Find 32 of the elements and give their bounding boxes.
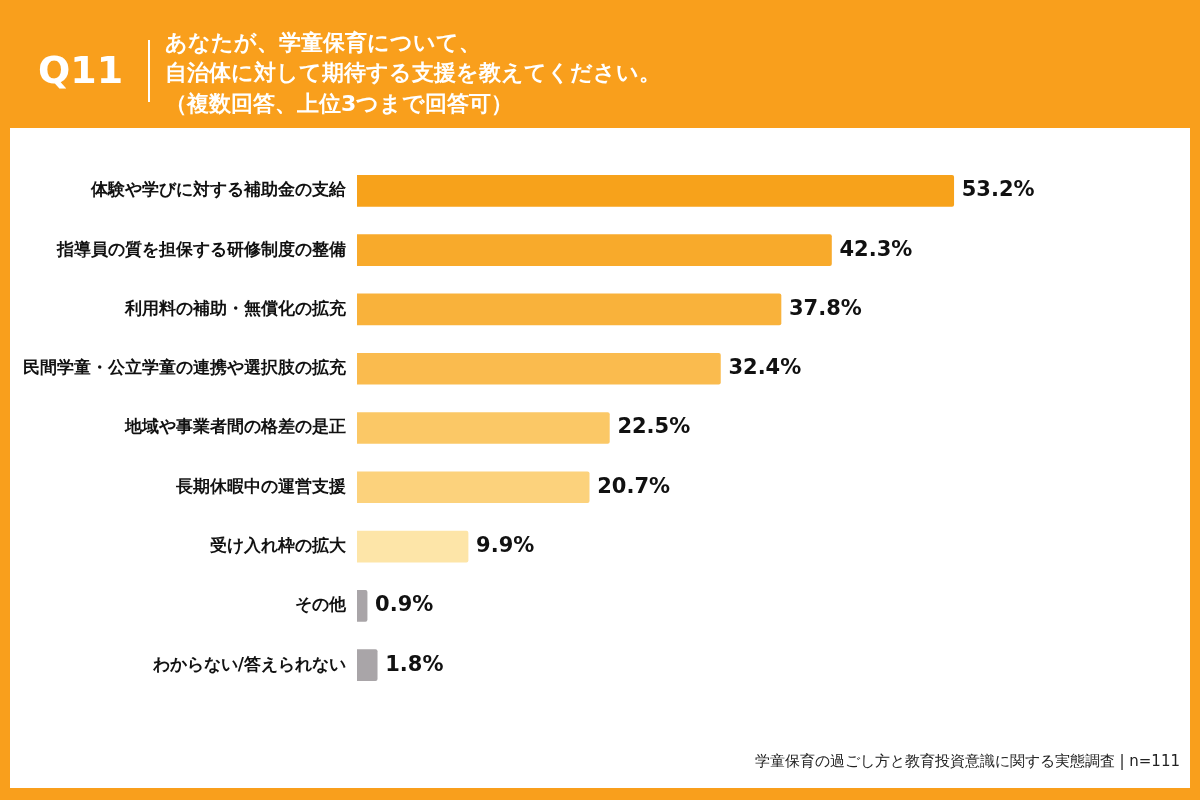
data-label: 37.8% (788, 295, 862, 320)
data-label: 9.9% (476, 533, 535, 558)
y-tick-label: 民間学童・公立学童の連携や選択肢の拡充 (23, 357, 347, 378)
data-label: 0.9% (375, 592, 434, 617)
y-tick-label: 体験や学びに対する補助金の支給 (90, 179, 347, 200)
text: 学童保育の過ごし方と教育投資意識に関する実態調査 | n=111 (754, 752, 1180, 771)
bar (357, 175, 955, 207)
chart-title: あなたが、学童保育について、 (165, 29, 481, 57)
bar (357, 530, 469, 563)
data-label: 32.4% (728, 355, 802, 380)
y-tick-label: 利用料の補助・無償化の拡充 (124, 297, 347, 318)
chart-subtitle: 自治体に対して期待する支援を教えてください。 (165, 59, 661, 87)
y-tick-label: わからない/答えられない (151, 653, 346, 674)
y-tick-label: 指導員の質を担保する研修制度の整備 (56, 238, 346, 259)
bar (357, 412, 610, 444)
data-label: 1.8% (385, 651, 444, 676)
data-label: 20.7% (597, 473, 671, 498)
data-label: 22.5% (617, 414, 691, 439)
y-tick-label: その他 (295, 594, 347, 615)
y-tick-label: 地域や事業者間の格差の是正 (124, 416, 346, 437)
data-label: 53.2% (961, 177, 1035, 202)
bar (357, 649, 378, 681)
bar (357, 590, 368, 622)
data-label: 42.3% (839, 236, 913, 261)
text: Q11 (38, 48, 124, 92)
y-tick-label: 長期休暇中の運営支援 (175, 475, 346, 496)
bar (357, 352, 721, 385)
text: （複数回答、上位3つまで回答可） (165, 90, 514, 118)
bar (357, 471, 590, 504)
y-tick-label: 受け入れ枠の拡大 (210, 535, 347, 555)
bar (357, 293, 782, 326)
bar (357, 234, 832, 266)
